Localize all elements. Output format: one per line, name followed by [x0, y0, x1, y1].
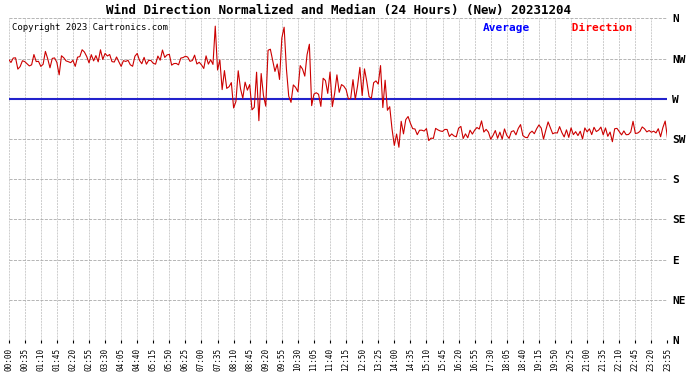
Text: Direction: Direction — [565, 23, 633, 33]
Text: Copyright 2023 Cartronics.com: Copyright 2023 Cartronics.com — [12, 23, 168, 32]
Text: Average: Average — [483, 23, 530, 33]
Title: Wind Direction Normalized and Median (24 Hours) (New) 20231204: Wind Direction Normalized and Median (24… — [106, 4, 571, 17]
